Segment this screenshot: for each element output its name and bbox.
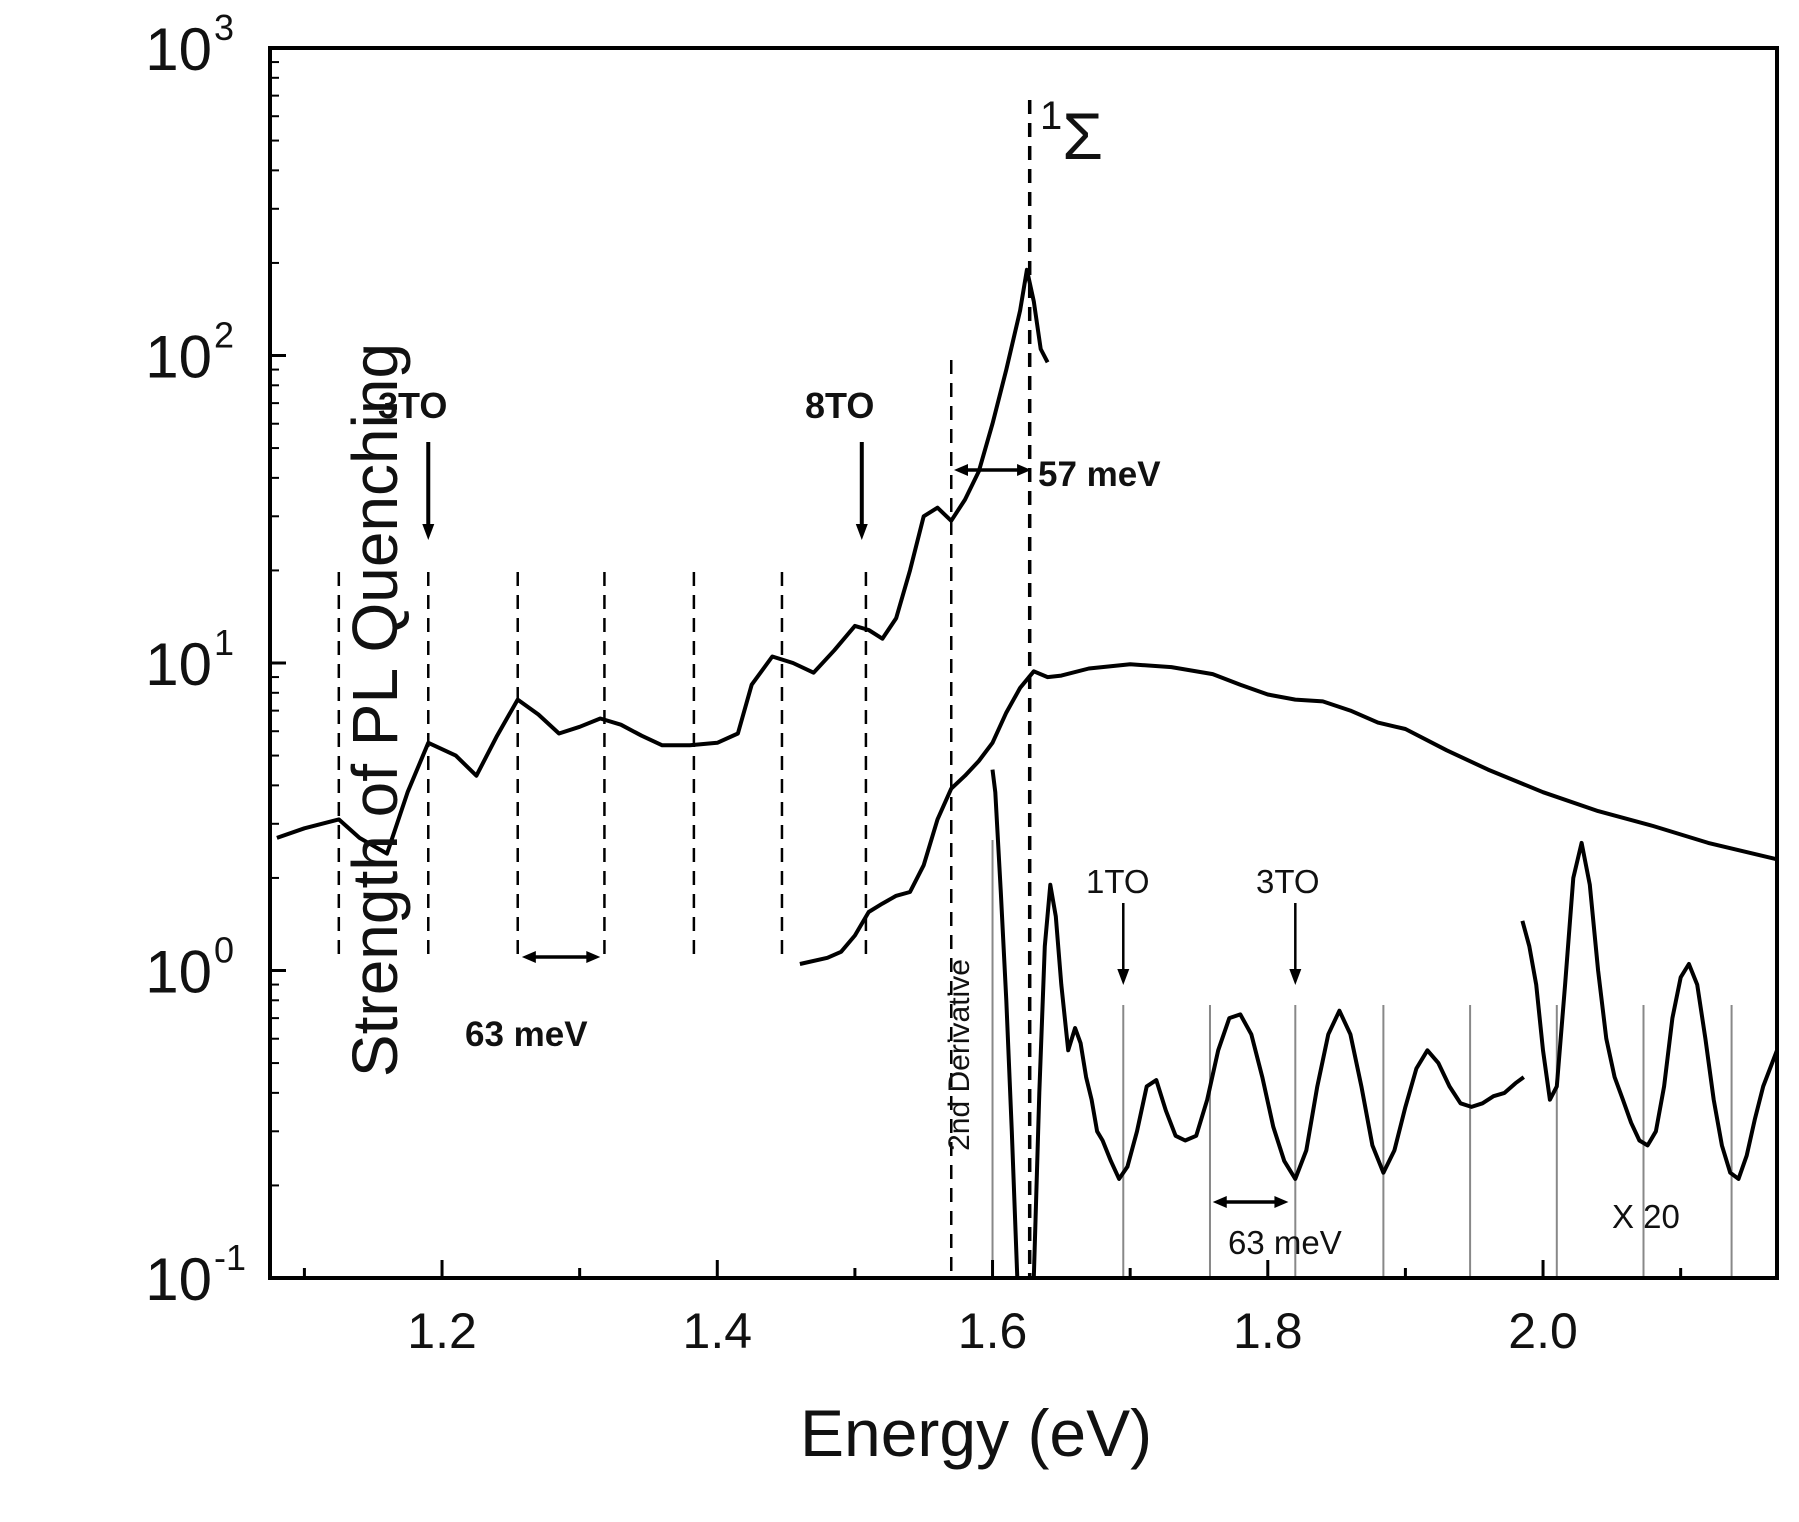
arrow-57mev-head-left: [953, 464, 968, 476]
y-tick-label: 10-1: [145, 1237, 246, 1313]
derivative-curve-segment: [1031, 882, 1525, 1279]
x-tick-label: 1.8: [1233, 1303, 1303, 1359]
pl-lower-curve: [799, 662, 1778, 966]
y-axis-label-text: Strength of PL Quenching: [339, 342, 412, 1078]
annotation-57mev: 57 meV: [1038, 455, 1161, 494]
x-ticks: [302, 1260, 1683, 1278]
annotation-x20: X 20: [1612, 1198, 1680, 1235]
y-tick-label: 102: [145, 315, 234, 391]
y-tick-exponent: 3: [214, 7, 234, 48]
arrow-8to-head: [855, 524, 868, 540]
peak-label-superscript: 1: [1040, 94, 1063, 138]
y-tick-exponent: 1: [214, 622, 234, 663]
arrow-1to-head: [1117, 969, 1130, 985]
x-tick-label: 1.6: [958, 1303, 1028, 1359]
arrow-3to-upper-head: [422, 524, 435, 540]
annotation-3to-upper: 3TO: [378, 385, 448, 426]
x-tick-label: 1.2: [407, 1303, 477, 1359]
arrow-57mev-head-right: [1017, 464, 1032, 476]
annotation-63mev-upper: 63 meV: [465, 1015, 588, 1054]
y-minor-ticks: [270, 46, 286, 1280]
peak-label-sigma: 1Σ: [1040, 94, 1104, 174]
y-tick-label: 103: [145, 7, 234, 83]
annotation-1to: 1TO: [1086, 863, 1150, 900]
data-series: [276, 267, 1779, 1279]
reference-lines: [337, 100, 1733, 1278]
annotation-2nd-derivative-text: 2nd Derivative: [943, 959, 976, 1151]
arrow-63mev-upper-head-left: [521, 951, 536, 963]
x-axis-label: Energy (eV): [800, 1396, 1153, 1470]
arrow-63mev-lower-head-right: [1274, 1196, 1289, 1208]
derivative-curve-segment: [1520, 840, 1779, 1181]
annotation-63mev-lower: 63 meV: [1228, 1224, 1342, 1261]
y-tick-exponent: 0: [214, 930, 234, 971]
y-tick-label: 100: [145, 930, 234, 1006]
x-tick-label: 2.0: [1508, 1303, 1578, 1359]
annotation-3to-lower: 3TO: [1256, 863, 1320, 900]
derivative-curve-segment: [990, 769, 1020, 1279]
y-tick-exponent: -1: [214, 1237, 246, 1278]
plot-frame: [268, 46, 1779, 1280]
y-tick-label: 101: [145, 622, 234, 698]
peak-label-main: Σ: [1062, 99, 1104, 173]
annotation-8to: 8TO: [805, 385, 875, 426]
arrow-63mev-upper-head-right: [586, 951, 601, 963]
y-tick-exponent: 2: [214, 315, 234, 356]
annotation-arrows: [422, 442, 1302, 1208]
arrow-63mev-lower-head-left: [1212, 1196, 1227, 1208]
arrow-3to-lower-head: [1289, 969, 1302, 985]
x-tick-label: 1.4: [683, 1303, 753, 1359]
